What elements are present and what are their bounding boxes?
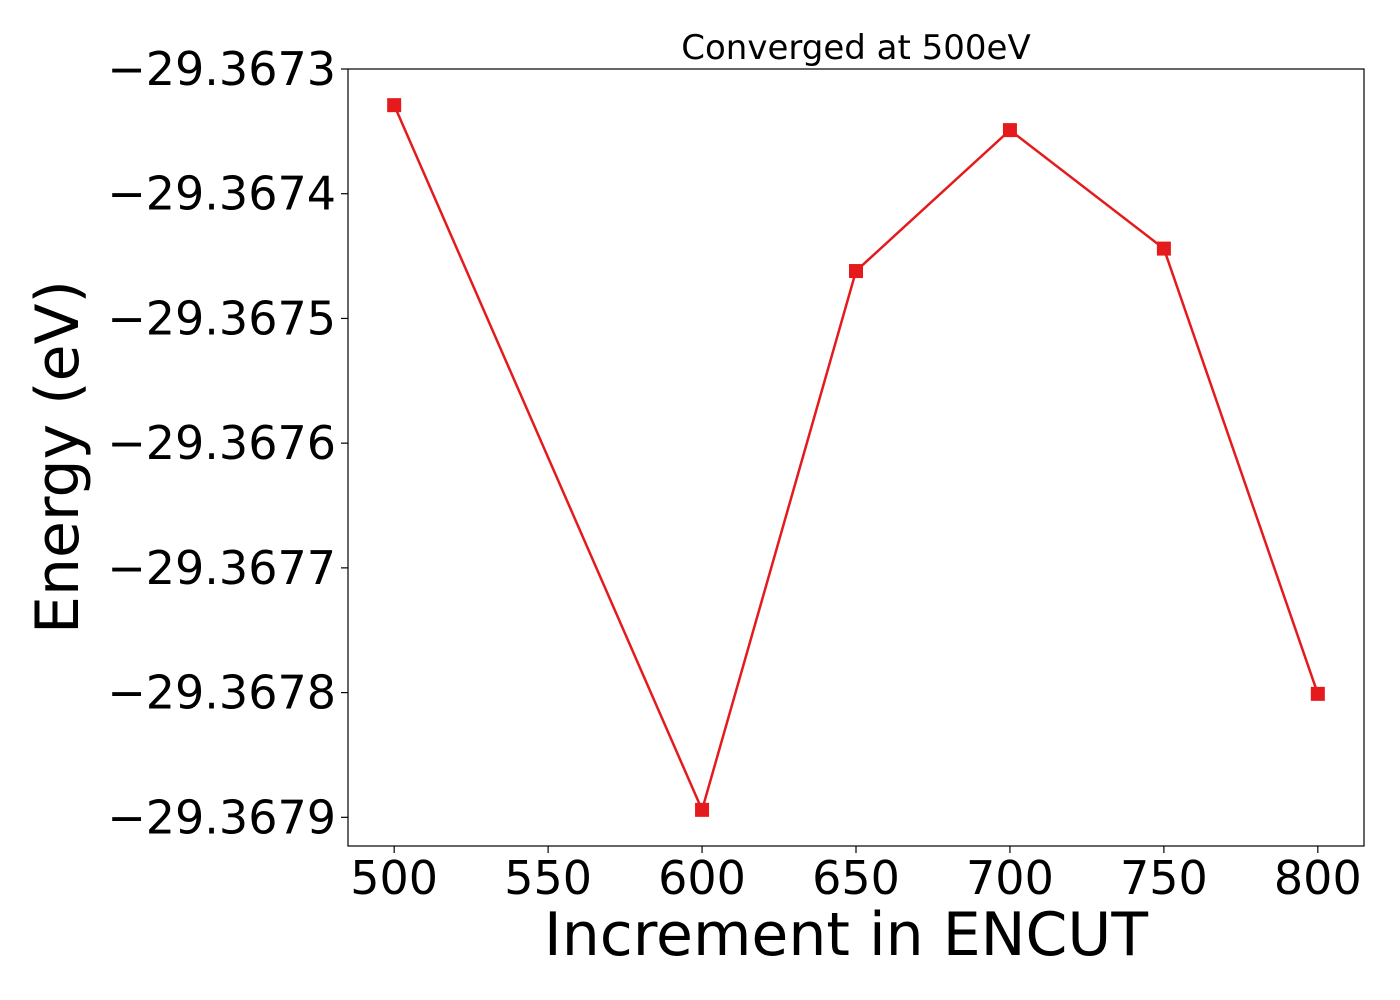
y-tick-label: −29.3676 <box>107 416 336 470</box>
x-axis-label: Increment in ENCUT <box>544 900 1148 970</box>
data-point-marker <box>1002 123 1017 138</box>
plot-area: 500 550 600 650 700 750 800 −29.3673 −29.3674 −29… <box>107 42 1365 905</box>
data-point-marker <box>849 264 863 279</box>
data-point-marker <box>1310 686 1325 701</box>
chart-title: Converged at 500eV <box>681 28 1030 68</box>
x-tick-label: 500 <box>350 851 438 905</box>
y-axis-label: Energy (eV) <box>23 280 93 634</box>
series-line <box>393 104 1319 814</box>
x-tick-label: 750 <box>1120 851 1208 905</box>
y-tick-label: −29.3677 <box>107 541 336 595</box>
y-tick-label: −29.3678 <box>107 666 336 720</box>
data-point-marker <box>695 802 710 817</box>
y-tick-label: −29.3673 <box>107 42 336 96</box>
y-tick-label: −29.3675 <box>107 291 336 345</box>
y-tick-label: −29.3674 <box>107 167 336 221</box>
x-tick-label: 800 <box>1274 851 1362 905</box>
y-tick-label: −29.3679 <box>107 790 336 844</box>
x-tick-label: 650 <box>812 851 900 905</box>
x-tick-label: 700 <box>966 851 1054 905</box>
x-tick-label: 550 <box>504 851 592 905</box>
data-point-marker <box>387 98 402 113</box>
x-tick-label: 600 <box>658 851 746 905</box>
data-point-marker <box>1156 241 1171 256</box>
